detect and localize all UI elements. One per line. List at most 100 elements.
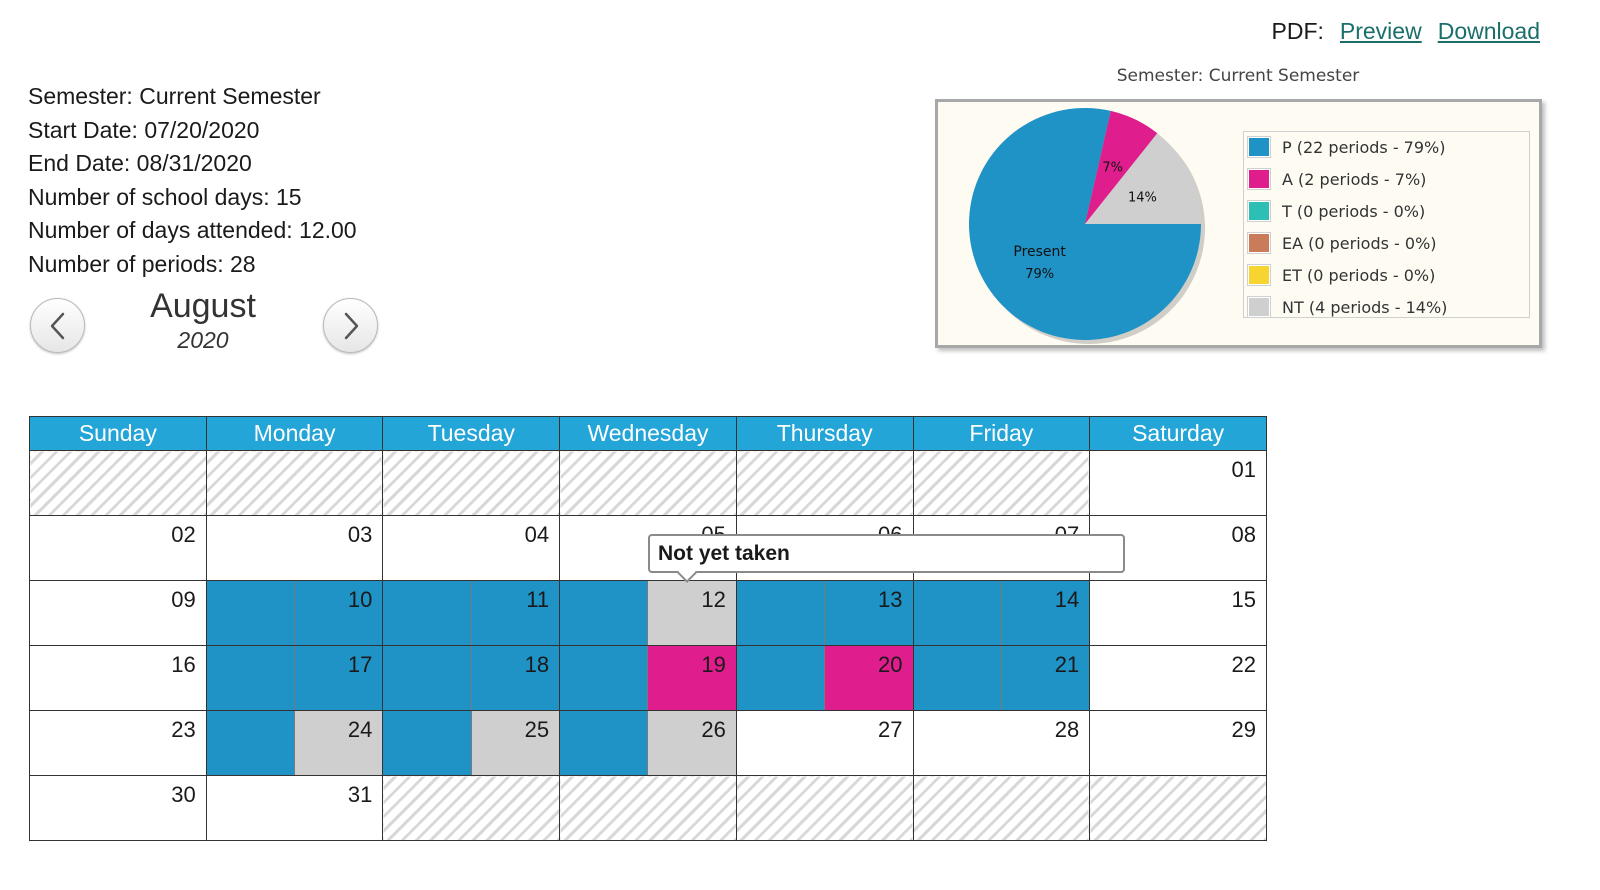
period-a[interactable]	[647, 646, 736, 710]
calendar-day-cell[interactable]: 12	[559, 580, 737, 646]
day-number: 10	[347, 587, 373, 612]
pie-slice-nt[interactable]	[1085, 133, 1201, 224]
pie-percent-a: 7%	[1102, 161, 1123, 176]
period-p[interactable]	[824, 581, 913, 645]
period-p[interactable]	[206, 581, 295, 645]
calendar-day-cell[interactable]: 27	[735, 710, 914, 776]
legend-label: P (22 periods - 79%)	[1282, 137, 1446, 157]
calendar-empty-cell	[912, 450, 1091, 516]
day-number: 24	[347, 717, 373, 742]
legend-label: NT (4 periods - 14%)	[1282, 297, 1448, 317]
legend-item-nt[interactable]: NT (4 periods - 14%)	[1247, 296, 1448, 318]
calendar-day-cell[interactable]: 25	[382, 710, 561, 776]
pdf-preview-link[interactable]: Preview	[1339, 18, 1422, 44]
month-title: August 2020	[100, 285, 306, 353]
period-p[interactable]	[913, 646, 1001, 710]
period-segments	[560, 581, 736, 645]
period-p[interactable]	[383, 581, 471, 645]
calendar-day-cell[interactable]: 26	[559, 710, 737, 776]
period-a[interactable]	[824, 646, 913, 710]
period-p[interactable]	[294, 646, 383, 710]
calendar-day-cell[interactable]: 10	[205, 580, 384, 646]
period-nt[interactable]	[647, 711, 736, 775]
period-p[interactable]	[470, 646, 560, 710]
period-segments	[913, 646, 1090, 710]
period-segments	[383, 711, 560, 775]
period-p[interactable]	[206, 646, 295, 710]
calendar-week-row: 23 24 25 26 27 28 29	[29, 710, 1267, 776]
period-p[interactable]	[560, 711, 648, 775]
calendar-day-cell[interactable]: 01	[1089, 450, 1267, 516]
period-p[interactable]	[383, 646, 471, 710]
period-p[interactable]	[383, 711, 471, 775]
period-segments	[560, 646, 736, 710]
day-number: 02	[171, 522, 196, 547]
calendar-day-cell[interactable]: 22	[1089, 645, 1267, 711]
month-name: August	[150, 287, 256, 325]
next-month-button[interactable]	[323, 298, 378, 353]
day-number: 31	[347, 782, 373, 807]
calendar-day-cell[interactable]: 03	[205, 515, 384, 581]
pie-percent-nt: 14%	[1128, 190, 1157, 205]
day-header-thursday: Thursday	[735, 416, 914, 451]
period-nt[interactable]	[470, 711, 560, 775]
calendar-day-cell[interactable]: 04	[382, 515, 561, 581]
pie-slice-a[interactable]	[1085, 110, 1158, 224]
tooltip-text: Not yet taken	[658, 542, 790, 565]
period-p[interactable]	[1000, 646, 1090, 710]
day-number: 16	[171, 652, 196, 677]
calendar-empty-cell	[1089, 775, 1267, 841]
period-nt[interactable]	[647, 581, 736, 645]
period-p[interactable]	[560, 646, 648, 710]
period-p[interactable]	[470, 581, 560, 645]
calendar-day-cell[interactable]: 19	[559, 645, 737, 711]
calendar-day-cell[interactable]: 11	[382, 580, 561, 646]
calendar-day-cell[interactable]: 16	[29, 645, 207, 711]
legend-item-a[interactable]: A (2 periods - 7%)	[1247, 168, 1426, 190]
period-tooltip: Not yet taken	[648, 534, 1125, 583]
calendar-day-cell[interactable]: 09	[29, 580, 207, 646]
legend-item-et[interactable]: ET (0 periods - 0%)	[1247, 264, 1435, 286]
calendar-day-cell[interactable]: 24	[205, 710, 384, 776]
calendar-day-cell[interactable]: 15	[1089, 580, 1267, 646]
calendar-week-row: 16 17 18 19 20 21 22	[29, 645, 1267, 711]
calendar-day-cell[interactable]: 17	[205, 645, 384, 711]
calendar-day-cell[interactable]: 02	[29, 515, 207, 581]
period-p[interactable]	[1000, 581, 1090, 645]
pie-slice-p[interactable]	[969, 108, 1201, 340]
legend-item-t[interactable]: T (0 periods - 0%)	[1247, 200, 1425, 222]
calendar-day-cell[interactable]: 18	[382, 645, 561, 711]
day-number: 12	[701, 587, 726, 612]
day-number: 25	[524, 717, 550, 742]
day-number: 03	[347, 522, 373, 547]
calendar-day-cell[interactable]: 29	[1089, 710, 1267, 776]
legend-item-ea[interactable]: EA (0 periods - 0%)	[1247, 232, 1437, 254]
day-number: 14	[1054, 587, 1080, 612]
calendar-week-row: 30 31	[29, 775, 1267, 841]
calendar-day-cell[interactable]: 14	[912, 580, 1091, 646]
period-p[interactable]	[294, 581, 383, 645]
period-p[interactable]	[560, 581, 648, 645]
calendar-day-cell[interactable]: 28	[912, 710, 1091, 776]
calendar-day-cell[interactable]: 30	[29, 775, 207, 841]
period-p[interactable]	[736, 646, 825, 710]
period-p[interactable]	[206, 711, 295, 775]
period-nt[interactable]	[294, 711, 383, 775]
pdf-download-link[interactable]: Download	[1437, 18, 1540, 44]
day-number: 20	[878, 652, 903, 677]
calendar-day-cell[interactable]: 31	[205, 775, 384, 841]
day-number: 29	[1231, 717, 1256, 742]
period-p[interactable]	[736, 581, 825, 645]
legend-item-p[interactable]: P (22 periods - 79%)	[1247, 136, 1446, 158]
day-number: 23	[171, 717, 196, 742]
calendar-day-cell[interactable]: 21	[912, 645, 1091, 711]
calendar-day-cell[interactable]: 20	[735, 645, 914, 711]
period-p[interactable]	[913, 581, 1001, 645]
calendar-day-cell[interactable]: 13	[735, 580, 914, 646]
previous-month-button[interactable]	[30, 298, 85, 353]
pdf-links: PDF: Preview Download	[1272, 18, 1541, 45]
calendar-day-cell[interactable]: 23	[29, 710, 207, 776]
period-segments	[206, 646, 383, 710]
calendar-empty-cell	[382, 450, 561, 516]
chevron-left-icon	[50, 312, 64, 339]
